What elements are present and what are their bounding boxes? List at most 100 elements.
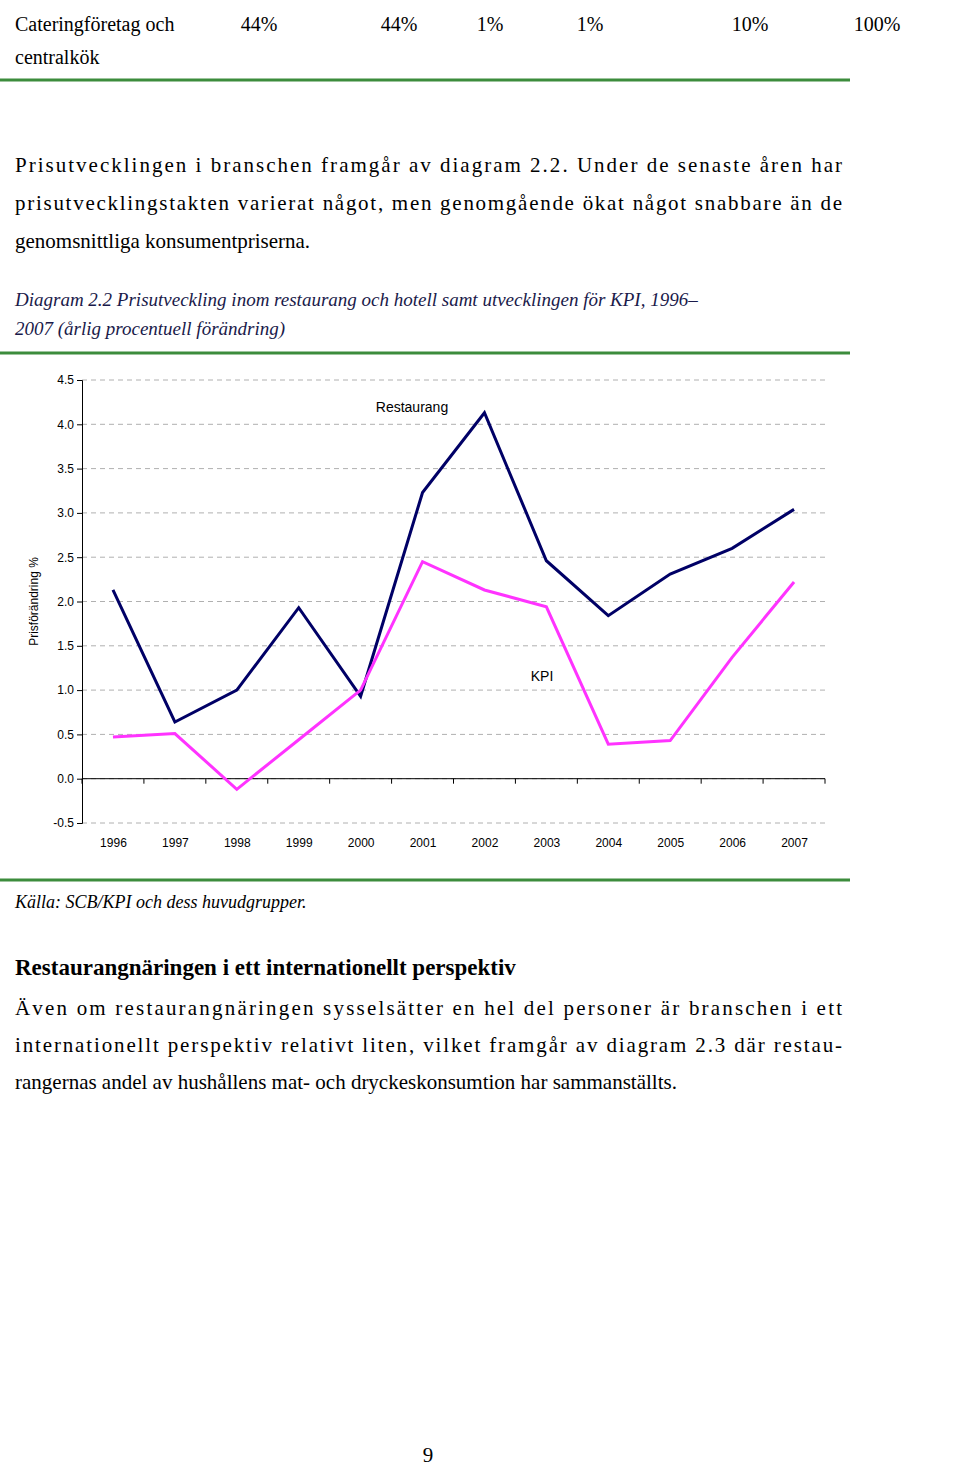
rule: [0, 879, 850, 882]
tick-label: 2.5: [57, 551, 74, 565]
grid-line: [82, 690, 825, 691]
paragraph-line: genomsnittliga konsumentpriserna.: [15, 229, 310, 253]
cell: 100%: [854, 13, 901, 35]
tick-label: 2006: [719, 836, 746, 850]
tick-label: 1999: [286, 836, 313, 850]
category-divider: [267, 779, 268, 784]
row-label: Cateringföretag och: [15, 13, 174, 36]
tick: 1.5: [57, 639, 82, 653]
tick-mark: [77, 513, 82, 514]
category-divider: [577, 779, 578, 784]
cell: 10%: [732, 13, 769, 35]
grid-line: [82, 601, 825, 602]
tick: 2006: [719, 835, 746, 850]
tick-mark: [77, 469, 82, 470]
paragraph-line: rangernas andel av hushållens mat- och d…: [15, 1070, 677, 1094]
axis-line: [77, 381, 83, 824]
tick: 1996: [100, 835, 127, 850]
x-axis: 1996199719981999200020012002200320042005…: [100, 835, 808, 850]
tick-label: 3.5: [57, 462, 74, 476]
plot-area: [113, 413, 794, 790]
tick-label: 2005: [657, 836, 684, 850]
category-divider: [329, 779, 330, 784]
paragraph-line: Prisutvecklingen i branschen framgår av …: [15, 153, 842, 177]
tick-label: 1.5: [57, 639, 74, 653]
grid-line: [82, 645, 825, 646]
cell: 44%: [241, 13, 278, 35]
category-divider: [205, 779, 206, 784]
tick: 4.5: [57, 373, 82, 387]
tick-mark: [77, 823, 82, 824]
grid-line: [82, 734, 825, 735]
tick: 2004: [595, 835, 622, 850]
chart: -0.5 0.0 0.5 1.0 1.5 2.0 2.5 3.0 3.5 4.0 4.5 1996 19…: [27, 373, 825, 849]
category-divider: [143, 779, 144, 784]
y-axis: -0.5 0.0 0.5 1.0 1.5 2.0 2.5 3.0 3.5 4.0 4.5: [53, 373, 82, 830]
tick-mark: [77, 646, 82, 647]
tick-label: 4.5: [57, 373, 74, 387]
grid: [82, 380, 825, 823]
tick: 1998: [224, 835, 251, 850]
heading: Restaurangnäringen i ett internationellt…: [15, 955, 516, 980]
tick-label: 1996: [100, 836, 127, 850]
grid-line: [82, 512, 825, 513]
tick-label: 2000: [348, 836, 375, 850]
tick: 2.0: [57, 595, 82, 609]
page: Cateringföretag ochcentralkök44%44%1%1%1…: [0, 0, 960, 1467]
tick: 2005: [657, 835, 684, 850]
category-divider: [391, 779, 392, 784]
tick-label: 1997: [162, 836, 189, 850]
grid-line: [82, 468, 825, 469]
tick-label: 1.0: [57, 683, 74, 697]
tick: 4.0: [57, 418, 82, 432]
series-line: [113, 413, 794, 722]
tick: 3.0: [57, 506, 82, 520]
tick-label: 1998: [224, 836, 251, 850]
category-divider: [515, 779, 516, 784]
tick-mark: [77, 557, 82, 558]
y-axis-title: Prisförändring %: [27, 557, 41, 646]
tick: 0.5: [57, 728, 82, 742]
category-divider: [639, 779, 640, 784]
tick-label: 3.0: [57, 506, 74, 520]
grid-line: [82, 823, 825, 824]
row-label: centralkök: [15, 46, 99, 68]
tick: 2003: [534, 835, 561, 850]
tick-mark: [77, 602, 82, 603]
tick-label: 2002: [472, 836, 499, 850]
grid-line: [82, 424, 825, 425]
tick-label: 2004: [595, 836, 622, 850]
grid-line: [82, 380, 825, 381]
tick-label: 0.0: [57, 772, 74, 786]
caption-line: Diagram 2.2 Prisutveckling inom restaura…: [14, 289, 698, 310]
category-divider: [453, 779, 454, 784]
rule: [0, 352, 850, 355]
category-divider: [825, 779, 826, 784]
tick: 2.5: [57, 551, 82, 565]
tick-label: 0.5: [57, 728, 74, 742]
tick-mark: [77, 690, 82, 691]
zero-ticks: [82, 779, 825, 784]
category-divider: [82, 779, 83, 784]
tick: 2007: [781, 835, 808, 850]
cell: 1%: [477, 13, 504, 35]
tick-mark: [77, 424, 82, 425]
tick: 2000: [348, 835, 375, 850]
series-line: [113, 562, 794, 790]
page-number: 9: [423, 1443, 434, 1467]
tick: 1997: [162, 835, 189, 850]
paragraph-line: prisutvecklingstakten varierat något, me…: [15, 191, 842, 215]
tick-label: 2.0: [57, 595, 74, 609]
tick: -0.5: [53, 816, 82, 830]
paragraph-line: internationellt perspektiv relativt lite…: [15, 1033, 842, 1057]
paragraph-line: Även om restaurangnäringen sysselsätter …: [15, 996, 842, 1020]
cell: 44%: [381, 13, 418, 35]
tick-label: 2003: [534, 836, 561, 850]
tick-mark: [77, 779, 82, 780]
tick: 1999: [286, 835, 313, 850]
source: Källa: SCB/KPI och dess huvudgrupper.: [14, 892, 306, 912]
series-label: Restaurang: [376, 399, 448, 415]
tick: 1.0: [57, 683, 82, 697]
tick-label: 4.0: [57, 418, 74, 432]
caption-line: 2007 (årlig procentuell förändring): [15, 318, 285, 340]
